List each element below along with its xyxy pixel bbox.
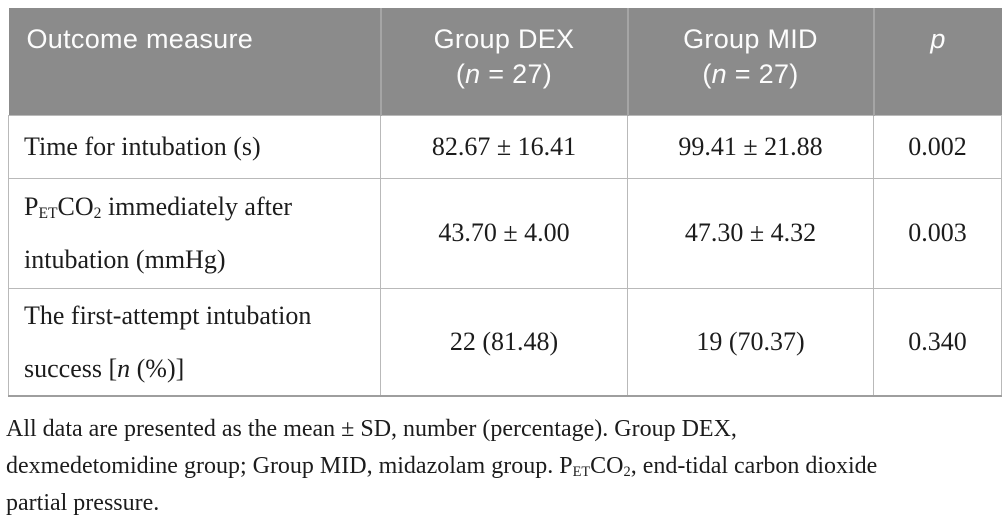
cell-time-p: 0.002 [873, 114, 1002, 179]
footnote-sub-et: ET [572, 464, 591, 481]
petco2-sub-2: 2 [93, 205, 102, 223]
header-group-mid: Group MID (n = 27) [626, 8, 874, 115]
cell-petco2-mid: 47.30 ± 4.32 [627, 177, 874, 289]
footnote-line1: All data are presented as the mean ± SD,… [6, 416, 737, 442]
header-dex-name: Group DEX [433, 24, 575, 54]
footnote-sub-2: 2 [623, 464, 631, 481]
header-dex-n: (n = 27) [455, 59, 553, 89]
table-footnote: All data are presented as the mean ± SD,… [6, 411, 1004, 522]
header-mid-n: (n = 27) [702, 59, 799, 89]
first-attempt-label-line2: success [n (%)] [24, 353, 185, 383]
header-mid-name: Group MID [683, 24, 818, 54]
petco2-label-line2: intubation (mmHg) [24, 245, 226, 274]
table-header: Outcome measure Group DEX (n = 27) Group… [8, 8, 1002, 115]
header-group-dex: Group DEX (n = 27) [379, 8, 628, 115]
cell-first-attempt-mid: 19 (70.37) [627, 287, 874, 397]
header-outcome-label: Outcome measure [26, 24, 254, 54]
header-p-value: p [872, 8, 1002, 115]
header-row: Outcome measure Group DEX (n = 27) Group… [8, 8, 1002, 115]
cell-first-attempt-p: 0.340 [873, 287, 1002, 397]
cell-measure-first-attempt: The first-attempt intubation success [n … [8, 287, 381, 397]
cell-petco2-p: 0.003 [873, 177, 1002, 289]
header-p-label: p [930, 24, 946, 54]
footnote-line2: dexmedetomidine group; Group MID, midazo… [6, 453, 878, 481]
cell-measure-time: Time for intubation (s) [8, 114, 381, 179]
table-body: Time for intubation (s) 82.67 ± 16.41 99… [8, 114, 1002, 397]
petco2-label-line1: PETCO2 immediately after [24, 192, 293, 223]
petco2-sub-et: ET [38, 205, 58, 223]
table-row-time-for-intubation: Time for intubation (s) 82.67 ± 16.41 99… [8, 114, 1002, 179]
first-attempt-label-line1: The first-attempt intubation [24, 300, 312, 330]
cell-petco2-dex: 43.70 ± 4.00 [380, 177, 628, 289]
cell-first-attempt-dex: 22 (81.48) [380, 287, 628, 397]
header-outcome-measure: Outcome measure [8, 8, 381, 115]
footnote-line3: partial pressure. [6, 490, 160, 516]
cell-time-dex: 82.67 ± 16.41 [380, 114, 628, 179]
table-row-first-attempt-success: The first-attempt intubation success [n … [8, 287, 1002, 397]
outcomes-table: Outcome measure Group DEX (n = 27) Group… [8, 8, 1002, 397]
cell-time-mid: 99.41 ± 21.88 [627, 114, 874, 179]
table-row-petco2: PETCO2 immediately after intubation (mmH… [8, 177, 1002, 289]
cell-measure-petco2: PETCO2 immediately after intubation (mmH… [8, 177, 381, 289]
